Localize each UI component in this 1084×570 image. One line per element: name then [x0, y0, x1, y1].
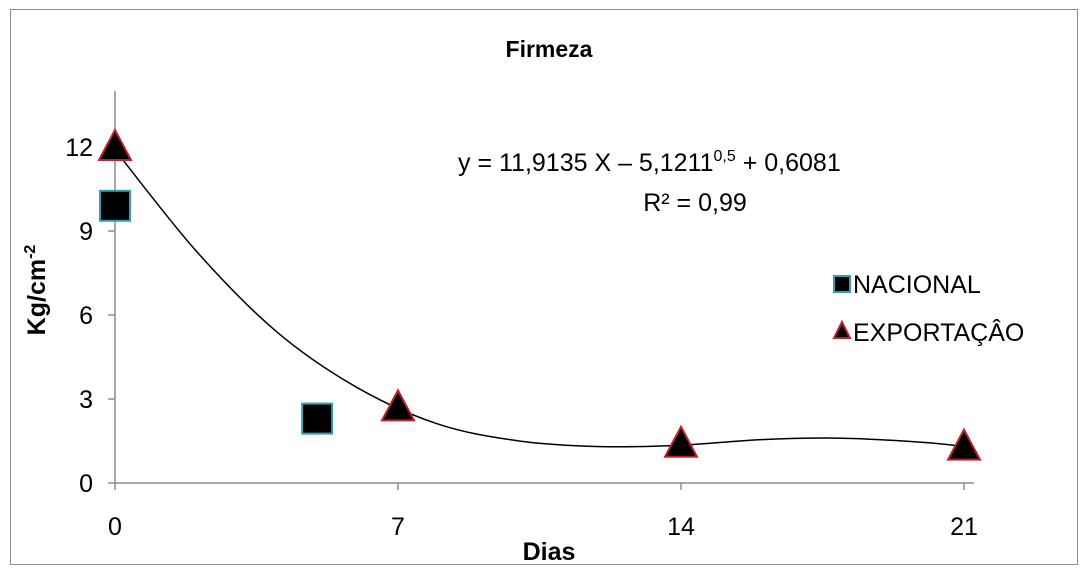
data-point-exportacao [380, 388, 416, 422]
y-tick-label: 6 [79, 302, 93, 330]
y-tick-label: 0 [79, 470, 93, 498]
y-axis-label: Kg/cm [23, 259, 51, 335]
data-point-exportacao [663, 424, 699, 458]
x-tick-label: 7 [391, 513, 405, 541]
trendline [114, 149, 965, 448]
x-axis-label: Dias [523, 538, 576, 566]
equation-tail: + 0,6081 [736, 149, 841, 177]
x-tick-label: 0 [108, 513, 122, 541]
data-point-nacional [99, 189, 131, 222]
y-tick-label: 9 [79, 218, 93, 246]
data-point-exportacao [946, 427, 982, 461]
equation-main: y = 11,9135 X – 5,1211 [458, 149, 714, 177]
data-point-exportacao [97, 127, 133, 161]
r-squared-annotation: R² = 0,99 [643, 189, 747, 217]
data-point-nacional [301, 402, 334, 435]
y-tick-label: 3 [79, 386, 93, 414]
legend: NACIONAL EXPORTAÇÂO [832, 271, 1024, 347]
y-axis-label-group: Kg/cm-2 [22, 245, 51, 336]
data-markers [97, 127, 982, 461]
x-ticks: 0 7 14 21 [108, 483, 978, 541]
chart-area [10, 9, 1078, 565]
equation-exponent: 0,5 [714, 148, 736, 165]
x-tick-label: 14 [667, 513, 695, 541]
y-ticks: 0 3 6 9 12 [65, 134, 115, 498]
legend-marker-exportacao [832, 319, 852, 339]
y-tick-label: 12 [65, 134, 93, 162]
legend-label-exportacao: EXPORTAÇÂO [853, 318, 1024, 347]
chart-title: Firmeza [506, 36, 593, 62]
legend-marker-nacional [833, 275, 851, 293]
legend-label-nacional: NACIONAL [853, 271, 981, 299]
y-axis-label-sup: -2 [22, 245, 39, 259]
equation-annotation: y = 11,9135 X – 5,12110,5 + 0,6081 [458, 148, 841, 177]
x-tick-label: 21 [950, 513, 978, 541]
